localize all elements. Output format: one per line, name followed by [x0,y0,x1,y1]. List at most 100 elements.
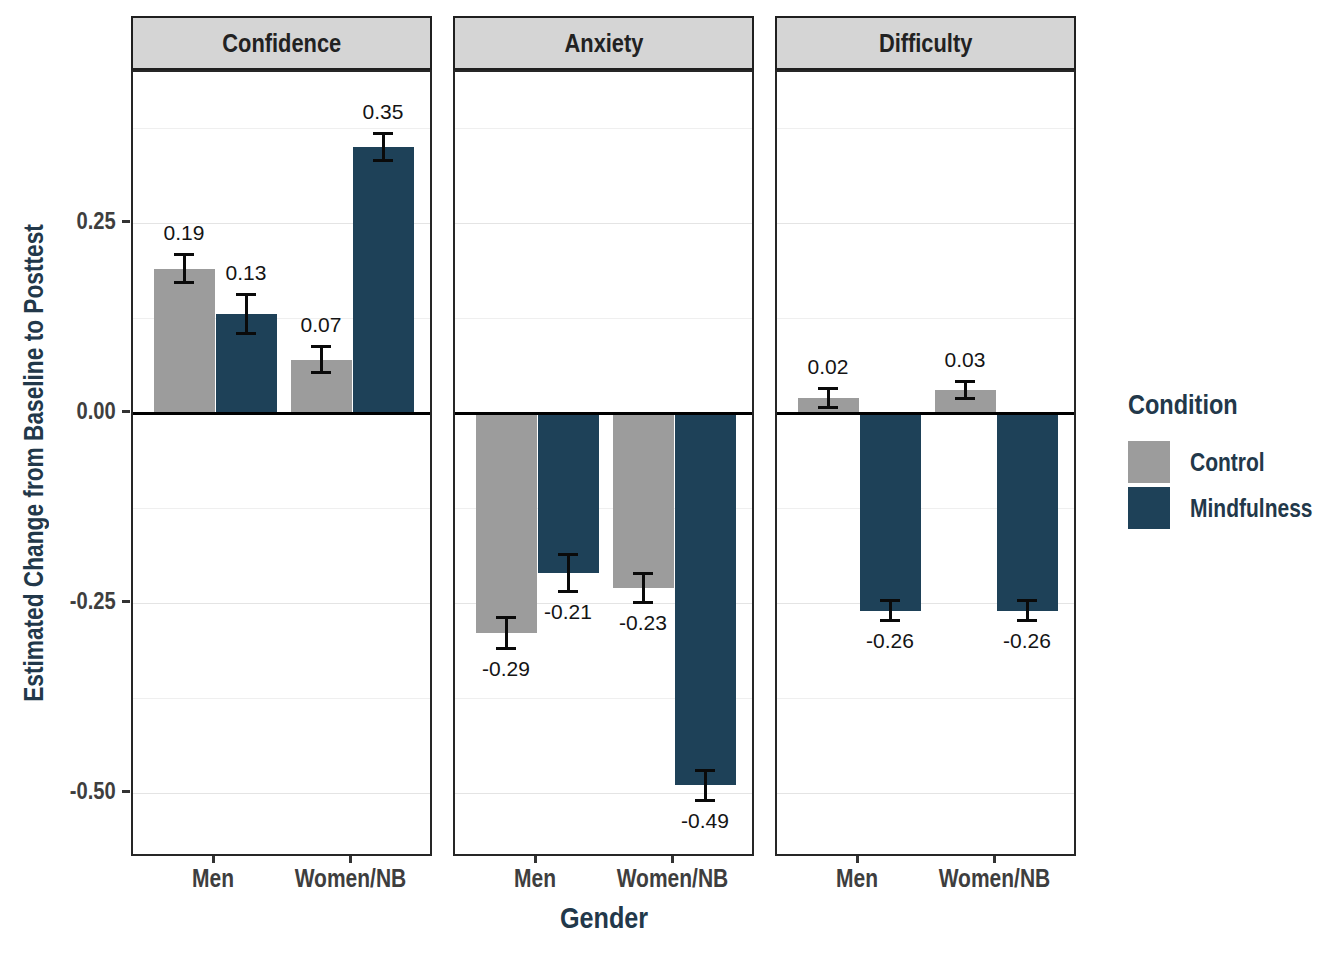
plot-panel: -0.29-0.23-0.21-0.49 [453,70,754,856]
minor-gridline [777,318,1074,319]
error-bar [642,573,645,603]
legend-label: Mindfulness [1190,494,1336,523]
error-bar-cap [558,590,578,593]
error-bar-cap [633,572,653,575]
facet-strip: Confidence [131,16,432,70]
minor-gridline [455,318,752,319]
x-tick-label-men: Men [143,864,283,893]
x-tick-label-text: Men [514,864,556,893]
error-bar-cap [373,159,393,162]
error-bar [245,294,248,334]
x-tick-mark [349,856,352,863]
minor-gridline [777,698,1074,699]
error-bar [505,617,508,649]
bar-value-label: 0.19 [139,221,229,245]
bar-mindfulness-men [538,413,599,573]
zero-line [455,412,752,415]
control-swatch [1128,441,1170,483]
x-tick-mark [534,856,537,863]
facet-strip: Difficulty [775,16,1076,70]
bar-value-label: -0.49 [660,809,750,833]
x-tick-label-men: Men [787,864,927,893]
major-gridline [455,793,752,794]
facet-strip-label: Difficulty [879,28,972,59]
x-tick-mark [212,856,215,863]
bar-mindfulness-women-nb [675,413,736,785]
error-bar-cap [818,406,838,409]
error-bar [1026,600,1029,621]
bar-value-label: 0.03 [920,348,1010,372]
error-bar-cap [955,380,975,383]
error-bar [183,254,186,283]
x-tick-label-text: Women/NB [294,864,406,893]
x-tick-label-women-nb: Women/NB [602,864,742,893]
error-bar-cap [174,281,194,284]
error-bar-cap [311,345,331,348]
error-bar [889,600,892,621]
error-bar-cap [496,647,516,650]
x-tick-label-men: Men [465,864,605,893]
bar-mindfulness-women-nb [353,147,414,413]
bar-value-label: 0.02 [783,355,873,379]
zero-line [777,412,1074,415]
x-axis-title: Gender [551,901,656,935]
facet-strip-label: Anxiety [564,28,643,59]
y-tick-label-text: 0.25 [77,207,116,235]
x-tick-label-women-nb: Women/NB [280,864,420,893]
error-bar-cap [818,387,838,390]
legend-title: Condition [1128,389,1338,421]
mindfulness-swatch [1128,487,1170,529]
error-bar-cap [174,253,194,256]
facet-strip-label: Confidence [222,28,341,59]
minor-gridline [777,128,1074,129]
y-tick-label-text: -0.50 [70,777,116,805]
x-tick-label-text: Men [192,864,234,893]
y-tick-label: 0.25 [38,207,116,235]
x-tick-mark [993,856,996,863]
bar-mindfulness-men [860,413,921,611]
bar-mindfulness-women-nb [997,413,1058,611]
major-gridline [777,793,1074,794]
y-tick-label-text: 0.00 [77,397,116,425]
x-tick-mark [671,856,674,863]
facet-anxiety: Anxiety -0.29-0.23-0.21-0.49 MenWomen/NB [453,0,754,960]
y-axis-title-text: Estimated Change from Baseline to Postte… [19,224,50,702]
major-gridline [133,793,430,794]
facet-strip: Anxiety [453,16,754,70]
y-tick-mark [122,220,130,223]
error-bar-cap [695,799,715,802]
bar-value-label: -0.21 [523,600,613,624]
y-tick-mark [122,790,130,793]
facet-difficulty: Difficulty 0.020.03-0.26-0.26 MenWomen/N… [775,0,1076,960]
legend-item-control: Control [1128,441,1338,483]
bar-value-label: -0.26 [982,629,1072,653]
error-bar [567,554,570,592]
bar-value-label: -0.29 [461,657,551,681]
error-bar-cap [236,293,256,296]
legend-item-mindfulness: Mindfulness [1128,487,1338,529]
major-gridline [777,223,1074,224]
legend-label: Control [1190,448,1279,477]
bar-control-men [154,269,215,413]
y-tick-mark [122,410,130,413]
y-tick-label: -0.25 [38,587,116,615]
x-tick-label-text: Women/NB [938,864,1050,893]
minor-gridline [455,128,752,129]
bar-control-women-nb [613,413,674,588]
error-bar-cap [496,616,516,619]
x-tick-label-women-nb: Women/NB [924,864,1064,893]
x-tick-label-text: Women/NB [616,864,728,893]
error-bar-cap [558,553,578,556]
y-tick-label-text: -0.25 [70,587,116,615]
error-bar-cap [880,619,900,622]
minor-gridline [133,128,430,129]
error-bar-cap [373,132,393,135]
bar-value-label: 0.13 [201,261,291,285]
y-tick-label: 0.00 [38,397,116,425]
bar-value-label: 0.07 [276,313,366,337]
error-bar-cap [1017,599,1037,602]
major-gridline [455,223,752,224]
error-bar-cap [236,332,256,335]
minor-gridline [133,508,430,509]
error-bar-cap [633,601,653,604]
